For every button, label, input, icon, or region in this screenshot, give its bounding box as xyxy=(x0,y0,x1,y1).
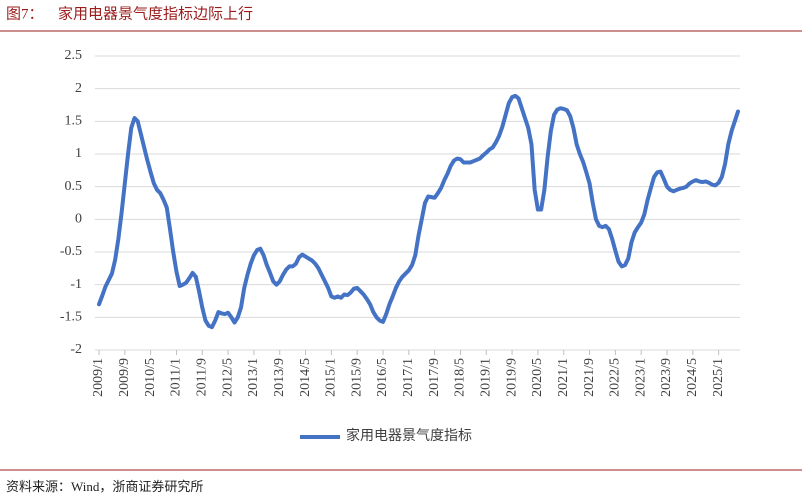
legend-label: 家用电器景气度指标 xyxy=(346,427,472,444)
x-tick-label: 2012/5 xyxy=(220,358,235,397)
y-tick-label: 0 xyxy=(75,212,82,227)
x-tick-label: 2013/9 xyxy=(272,358,287,397)
x-tick-label: 2022/5 xyxy=(608,358,623,397)
x-tick-label: 2018/5 xyxy=(453,358,468,397)
x-tick-label: 2013/1 xyxy=(246,358,261,397)
chart-title: 家用电器景气度指标边际上行 xyxy=(58,5,253,22)
y-tick-label: -1.5 xyxy=(60,310,82,325)
x-tick-label: 2023/9 xyxy=(659,358,674,397)
x-tick-label: 2009/9 xyxy=(117,358,132,397)
x-tick-label: 2015/1 xyxy=(324,358,339,397)
source: 资料来源：Wind，浙商证券研究所 xyxy=(6,479,203,494)
y-tick-label: -2 xyxy=(70,342,82,357)
y-tick-label: -1 xyxy=(70,277,82,292)
x-tick-label: 2009/1 xyxy=(91,358,106,397)
y-tick-label: -0.5 xyxy=(60,244,82,259)
x-tick-label: 2021/9 xyxy=(582,358,597,397)
x-tick-label: 2015/9 xyxy=(349,358,364,397)
y-tick-label: 2.5 xyxy=(65,48,83,63)
x-tick-label: 2017/1 xyxy=(401,358,416,397)
x-tick-label: 2024/5 xyxy=(685,358,700,397)
x-tick-label: 2021/1 xyxy=(556,358,571,397)
x-tick-label: 2011/9 xyxy=(194,358,209,396)
x-tick-label: 2010/5 xyxy=(143,358,158,397)
x-tick-label: 2023/1 xyxy=(633,358,648,397)
x-tick-label: 2020/5 xyxy=(530,358,545,397)
x-tick-label: 2025/1 xyxy=(711,358,726,397)
x-tick-label: 2017/9 xyxy=(427,358,442,397)
x-tick-label: 2016/5 xyxy=(375,358,390,397)
x-tick-label: 2014/5 xyxy=(298,358,313,397)
y-tick-label: 1.5 xyxy=(65,114,83,129)
y-tick-label: 0.5 xyxy=(65,179,83,194)
x-tick-label: 2019/1 xyxy=(478,358,493,397)
line-series xyxy=(97,93,740,330)
y-tick-label: 2 xyxy=(75,81,82,96)
y-tick-label: 1 xyxy=(75,146,82,161)
figure-label: 图7： xyxy=(6,5,44,22)
x-tick-label: 2019/9 xyxy=(504,358,519,397)
x-tick-label: 2011/1 xyxy=(169,358,184,396)
